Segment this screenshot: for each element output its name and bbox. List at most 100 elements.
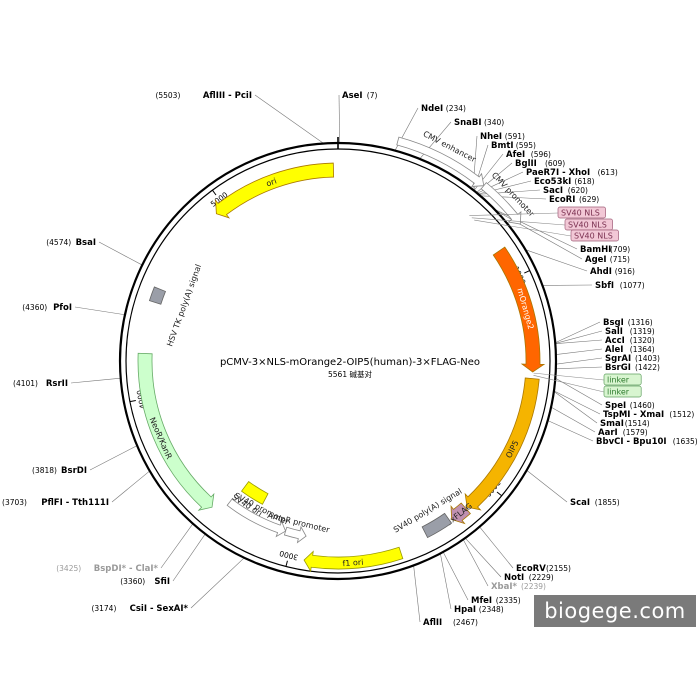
- site-name: HpaI: [454, 605, 476, 615]
- site-name: CsiI - SexAI*: [130, 604, 189, 614]
- site-position: (1077): [620, 281, 645, 290]
- feature-f1-ori: [303, 546, 404, 573]
- site-name: AgeI: [585, 255, 607, 265]
- site-position: (4101): [13, 379, 38, 388]
- site-position: (595): [516, 141, 536, 150]
- site-position: (1319): [630, 327, 655, 336]
- feature-3xflag: [450, 502, 471, 525]
- site-connector: [525, 249, 588, 272]
- site-connector: [555, 348, 603, 355]
- site-position: (4574): [46, 238, 71, 247]
- tag-labels: SV40 NLS SV40 NLS SV40 NLS linker linker: [469, 206, 642, 398]
- site-position: (2239): [521, 582, 546, 591]
- site-position: (715): [610, 255, 630, 264]
- site-connector: [413, 565, 421, 623]
- feature-ori: [215, 162, 335, 219]
- feature-hsv-tk-polya: [148, 286, 167, 305]
- site-position: (4360): [22, 303, 47, 312]
- bp-tick: [285, 560, 288, 567]
- site-connector: [550, 406, 596, 433]
- site-connector: [555, 330, 603, 344]
- bp-tick: [524, 270, 530, 274]
- site-position: (340): [484, 118, 504, 127]
- plasmid-backbone: [118, 137, 558, 581]
- site-connector: [555, 357, 603, 365]
- tag-box-linker: [603, 373, 642, 386]
- site-name: AhdI: [590, 267, 612, 277]
- site-position: (1403): [635, 354, 660, 363]
- feature-neo-kanr: [137, 352, 215, 511]
- site-position: (234): [446, 104, 466, 113]
- site-connector: [190, 557, 245, 609]
- site-position: (2335): [496, 596, 521, 605]
- site-position: (2155): [546, 564, 571, 573]
- tag-connector: [533, 372, 605, 381]
- site-connector: [555, 321, 601, 344]
- site-name: SfiI: [154, 577, 170, 587]
- site-name: SpeI: [605, 401, 626, 411]
- site-connector: [555, 366, 603, 370]
- site-name: BsrGI: [605, 363, 631, 373]
- site-name: BspDI* - ClaI*: [94, 564, 159, 574]
- site-position: (3703): [2, 498, 27, 507]
- site-connector: [479, 526, 514, 569]
- site-connector: [462, 539, 489, 587]
- site-name: Eco53kI: [534, 177, 571, 187]
- site-name: SbfI: [595, 281, 614, 291]
- site-name: SmaI: [600, 419, 624, 429]
- site-name: AflII: [423, 618, 442, 628]
- site-name: EcoRI: [549, 195, 575, 205]
- tag-connector: [533, 375, 605, 393]
- feature-sv40-polya: [421, 512, 453, 539]
- site-position: (2348): [479, 605, 504, 614]
- site-position: (1855): [595, 498, 620, 507]
- bp-tick: [496, 491, 502, 497]
- site-name: SnaBI: [454, 118, 482, 128]
- site-position: (1422): [635, 363, 660, 372]
- site-name: RsrII: [46, 379, 68, 389]
- site-connector: [98, 241, 143, 266]
- site-name: SgrAI: [605, 354, 631, 364]
- site-name: BmtI: [491, 141, 514, 151]
- site-position: (620): [568, 186, 588, 195]
- site-position: (618): [574, 177, 594, 186]
- site-connector: [526, 470, 568, 503]
- site-position: (1320): [630, 336, 655, 345]
- site-connector: [254, 94, 324, 144]
- site-position: (2229): [529, 573, 554, 582]
- bp-tick-label: 3000: [278, 549, 299, 562]
- site-position: (916): [615, 267, 635, 276]
- site-name: BglII: [515, 159, 537, 169]
- tag-box-linker: [603, 385, 642, 398]
- site-connector: [74, 306, 126, 316]
- tag-label-nls: SV40 NLS: [574, 232, 613, 241]
- site-name: TspMI - XmaI: [603, 410, 664, 420]
- site-connector: [464, 537, 502, 578]
- site-position: (1514): [625, 419, 650, 428]
- site-name: NheI: [480, 132, 502, 142]
- site-connector: [70, 377, 121, 384]
- site-name: PfoI: [53, 303, 72, 313]
- site-position: (5503): [155, 91, 180, 100]
- site-name: EcoRV: [516, 564, 546, 574]
- site-position: (1364): [630, 345, 655, 354]
- tag-connector: [471, 217, 566, 226]
- site-name: BsrDI: [61, 466, 87, 476]
- site-name: MfeI: [471, 596, 492, 606]
- watermark-logo: biogege.com: [534, 595, 696, 627]
- site-position: (3818): [32, 466, 57, 475]
- tag-label-linker: linker: [607, 388, 630, 397]
- feature-label-ori: ori: [265, 176, 278, 188]
- site-position: (7): [367, 91, 378, 100]
- feature-oip5: [464, 377, 540, 511]
- site-name: PaeR7I - XhoI: [526, 168, 590, 178]
- site-connector: [338, 94, 341, 144]
- feature-label-hsv-tk-polya: HSV TK poly(A) signal: [165, 263, 203, 348]
- site-position: (596): [531, 150, 551, 159]
- tag-label-nls: SV40 NLS: [561, 209, 600, 218]
- site-name: NotI: [504, 573, 524, 583]
- tag-connector: [474, 219, 572, 237]
- site-connector: [553, 391, 598, 424]
- site-connector: [160, 523, 194, 569]
